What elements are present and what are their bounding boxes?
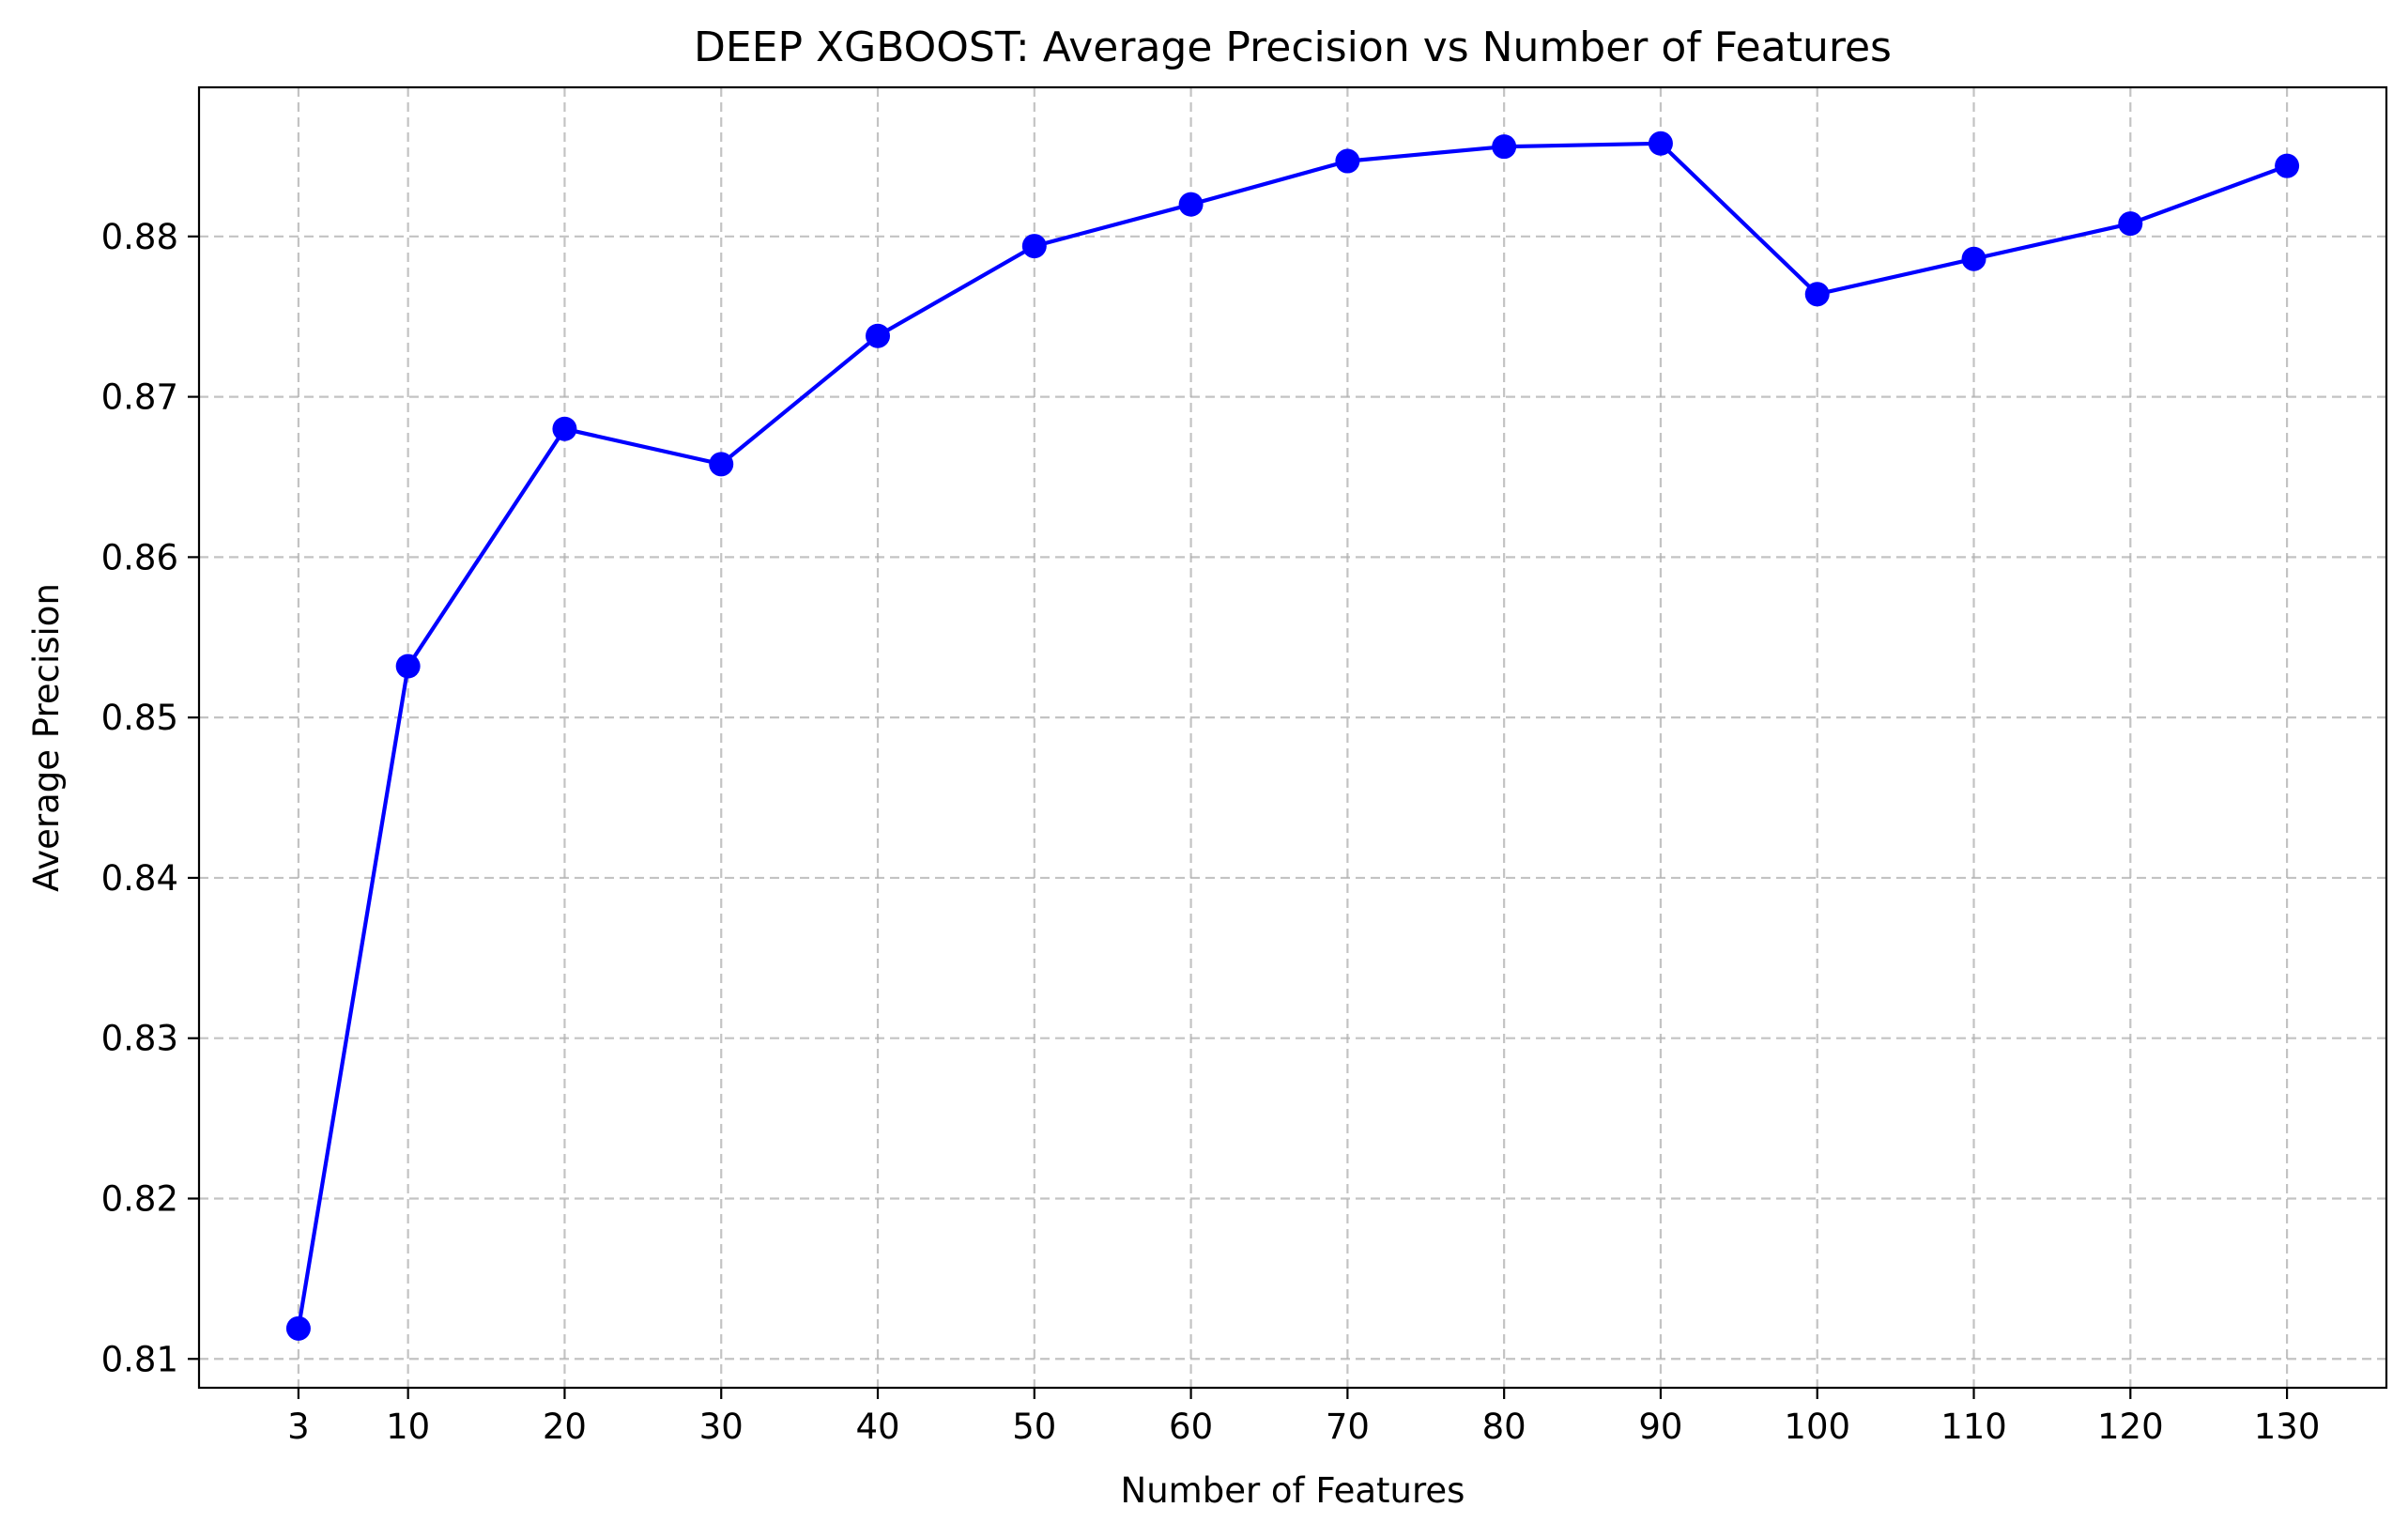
series-layer: [285, 131, 2300, 1341]
data-point-marker: [1648, 131, 1673, 156]
data-point-marker: [552, 416, 577, 441]
y-tick-label: 0.88: [101, 217, 178, 257]
x-tick-label: 130: [2254, 1407, 2321, 1447]
data-point-marker: [709, 452, 734, 477]
x-tick-label: 60: [1169, 1407, 1213, 1447]
x-axis-label: Number of Features: [1121, 1470, 1465, 1511]
y-tick-label: 0.83: [101, 1019, 178, 1059]
data-point-marker: [2275, 153, 2300, 178]
y-tick-label: 0.86: [101, 537, 178, 577]
x-tick-label: 40: [855, 1407, 899, 1447]
x-tick-label: 80: [1482, 1407, 1526, 1447]
data-point-marker: [1492, 134, 1517, 160]
x-tick-label: 10: [386, 1407, 430, 1447]
x-tick-label: 3: [287, 1407, 310, 1447]
tick-layer: 3 10 20 30 40 50 60 70 80 90 100 110 120 130 0.81 0.82 0…: [101, 217, 2321, 1447]
x-tick-label: 100: [1784, 1407, 1850, 1447]
y-tick-label: 0.82: [101, 1178, 178, 1219]
y-tick-label: 0.85: [101, 698, 178, 738]
data-point-marker: [1335, 148, 1360, 174]
y-tick-label: 0.81: [101, 1339, 178, 1379]
data-point-marker: [1961, 246, 1986, 271]
data-point-marker: [1804, 282, 1830, 307]
plot-frame: [197, 85, 2388, 1390]
series-line: [296, 141, 2288, 1330]
chart-title: DEEP XGBOOST: Average Precision vs Numbe…: [694, 23, 1892, 71]
x-tick-label: 110: [1940, 1407, 2007, 1447]
x-tick-label: 30: [699, 1407, 744, 1447]
data-point-marker: [1178, 192, 1204, 217]
y-tick-label: 0.84: [101, 858, 178, 899]
data-point-marker: [866, 323, 891, 348]
x-tick-label: 20: [543, 1407, 587, 1447]
y-tick-label: 0.87: [101, 377, 178, 418]
x-tick-label: 120: [2097, 1407, 2164, 1447]
data-point-marker: [285, 1315, 311, 1341]
data-point-marker: [2118, 211, 2143, 237]
x-tick-label: 70: [1326, 1407, 1370, 1447]
x-tick-label: 90: [1638, 1407, 1682, 1447]
x-tick-label: 50: [1012, 1407, 1056, 1447]
grid-layer: [199, 87, 2386, 1388]
data-point-marker: [1021, 234, 1047, 259]
y-axis-label: Average Precision: [26, 583, 67, 892]
data-point-marker: [395, 654, 421, 679]
